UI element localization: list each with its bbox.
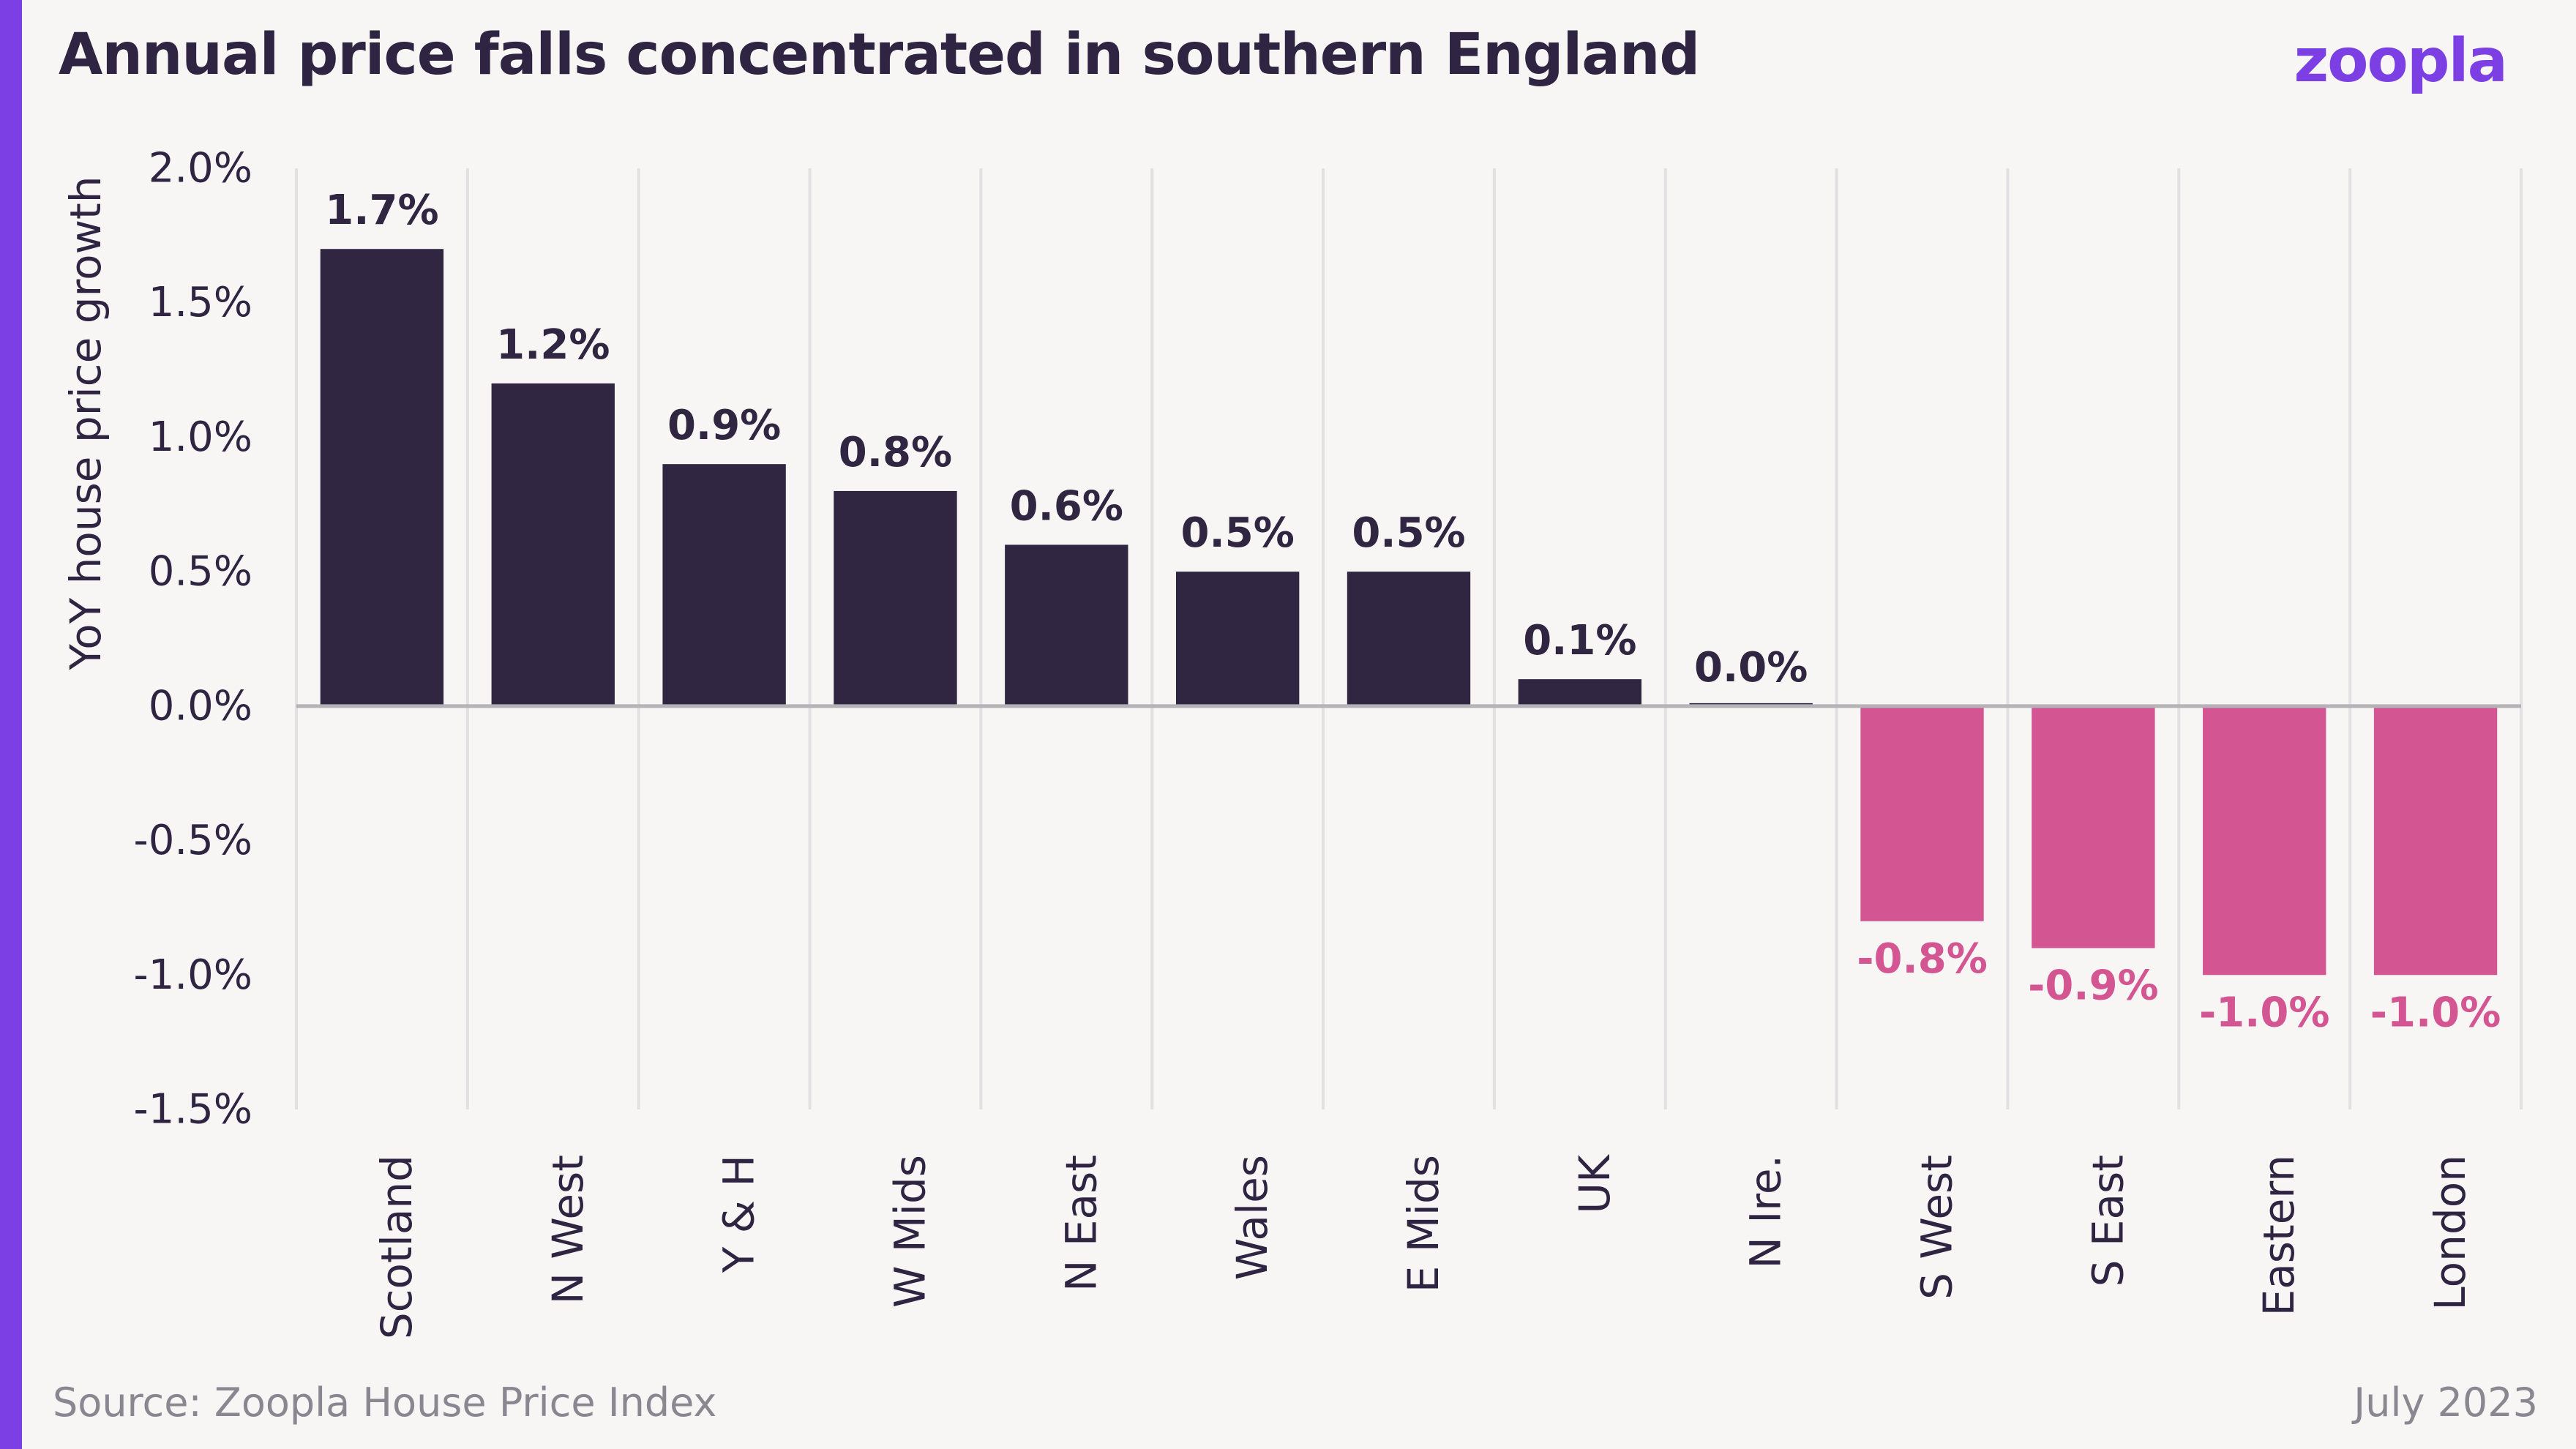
x-tick-label: N Ire. xyxy=(1741,1155,1791,1269)
data-label: 1.7% xyxy=(325,187,438,234)
bar xyxy=(662,464,786,706)
y-tick-label: 0.0% xyxy=(149,682,252,730)
data-label: -0.9% xyxy=(2028,962,2159,1010)
x-tick-label: Eastern xyxy=(2254,1155,2304,1316)
bar xyxy=(1175,572,1300,706)
bar xyxy=(1347,572,1471,706)
data-label: 0.8% xyxy=(839,429,952,476)
x-tick-label: Scotland xyxy=(372,1155,422,1339)
y-tick-label: -1.0% xyxy=(134,951,252,999)
x-tick-label: W Mids xyxy=(885,1155,935,1308)
bar xyxy=(1005,544,1128,706)
x-tick-label: Y & H xyxy=(714,1155,764,1273)
data-label: 0.1% xyxy=(1523,617,1636,664)
data-label: 0.9% xyxy=(667,402,781,449)
x-tick-label: Wales xyxy=(1227,1155,1277,1280)
data-label: 0.0% xyxy=(1694,644,1808,692)
x-tick-label: N East xyxy=(1056,1155,1106,1292)
x-tick-label: S West xyxy=(1912,1155,1962,1300)
x-tick-label: UK xyxy=(1570,1153,1620,1213)
bar xyxy=(2203,705,2326,976)
bar xyxy=(491,383,615,706)
y-tick-label: 2.0% xyxy=(149,145,252,192)
bar xyxy=(2373,705,2498,976)
bar xyxy=(834,490,957,706)
y-tick-label: 0.5% xyxy=(149,548,252,596)
data-label: 0.5% xyxy=(1180,509,1294,557)
bar xyxy=(2032,705,2155,948)
data-label: -0.8% xyxy=(1857,935,1988,983)
zoopla-logo: zoopla xyxy=(2294,26,2508,96)
accent-side-bar xyxy=(0,0,22,1449)
source-note: Source: Zoopla House Price Index xyxy=(53,1379,717,1426)
x-tick-label: S East xyxy=(2083,1155,2133,1287)
x-tick-label: N West xyxy=(543,1155,593,1304)
bar xyxy=(320,249,444,706)
y-tick-label: 1.0% xyxy=(149,413,252,461)
data-label: 1.2% xyxy=(496,321,610,369)
date-note: July 2023 xyxy=(2354,1379,2538,1426)
bar xyxy=(1518,679,1642,706)
x-tick-label: E Mids xyxy=(1399,1155,1448,1292)
data-label: -1.0% xyxy=(2199,989,2330,1036)
data-label: -1.0% xyxy=(2370,989,2501,1036)
data-label: 0.6% xyxy=(1010,482,1123,530)
data-label: 0.5% xyxy=(1352,509,1465,557)
y-tick-label: 1.5% xyxy=(149,279,252,326)
y-tick-label: -1.5% xyxy=(134,1086,252,1134)
x-tick-label: London xyxy=(2425,1155,2475,1311)
chart-title: Annual price falls concentrated in south… xyxy=(59,22,1700,88)
bar xyxy=(1860,705,1984,921)
y-tick-label: -0.5% xyxy=(134,817,252,864)
